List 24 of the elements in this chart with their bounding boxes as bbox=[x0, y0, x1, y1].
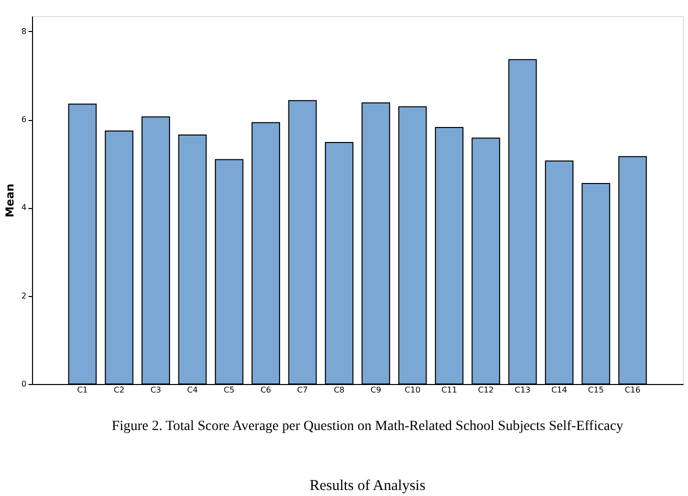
x-tick-label: C14 bbox=[551, 386, 568, 394]
x-tick-label: C4 bbox=[187, 386, 198, 394]
x-tick-label: C16 bbox=[624, 386, 640, 394]
x-tick-label: C13 bbox=[514, 386, 530, 394]
x-tick-label: C1 bbox=[77, 386, 88, 394]
x-tick-label: C10 bbox=[404, 386, 420, 394]
x-tick-label: C2 bbox=[114, 386, 124, 394]
y-tick-label: 2 bbox=[21, 291, 26, 300]
y-tick-label: 4 bbox=[21, 203, 26, 212]
x-tick-label: C7 bbox=[297, 386, 308, 394]
text: Results of Analysis bbox=[310, 478, 426, 494]
y-tick-label: 0 bbox=[21, 380, 26, 388]
y-axis-title: Mean bbox=[3, 184, 16, 218]
x-tick-label: C6 bbox=[260, 386, 272, 394]
caption: Figure 2. Total Score Average per Question on Math-Related School Subjects Self-Efficacy bbox=[112, 419, 624, 434]
x-tick-label: C15 bbox=[588, 386, 604, 394]
x-tick-label: C3 bbox=[150, 386, 162, 394]
x-tick-label: C11 bbox=[441, 386, 458, 394]
x-tick-label: C5 bbox=[224, 386, 234, 394]
x-tick-label: C12 bbox=[478, 386, 494, 394]
y-tick-label: 8 bbox=[21, 26, 26, 36]
x-tick-label: C9 bbox=[370, 386, 382, 394]
x-tick-label: C8 bbox=[334, 386, 345, 394]
y-tick-label: 6 bbox=[21, 115, 26, 124]
